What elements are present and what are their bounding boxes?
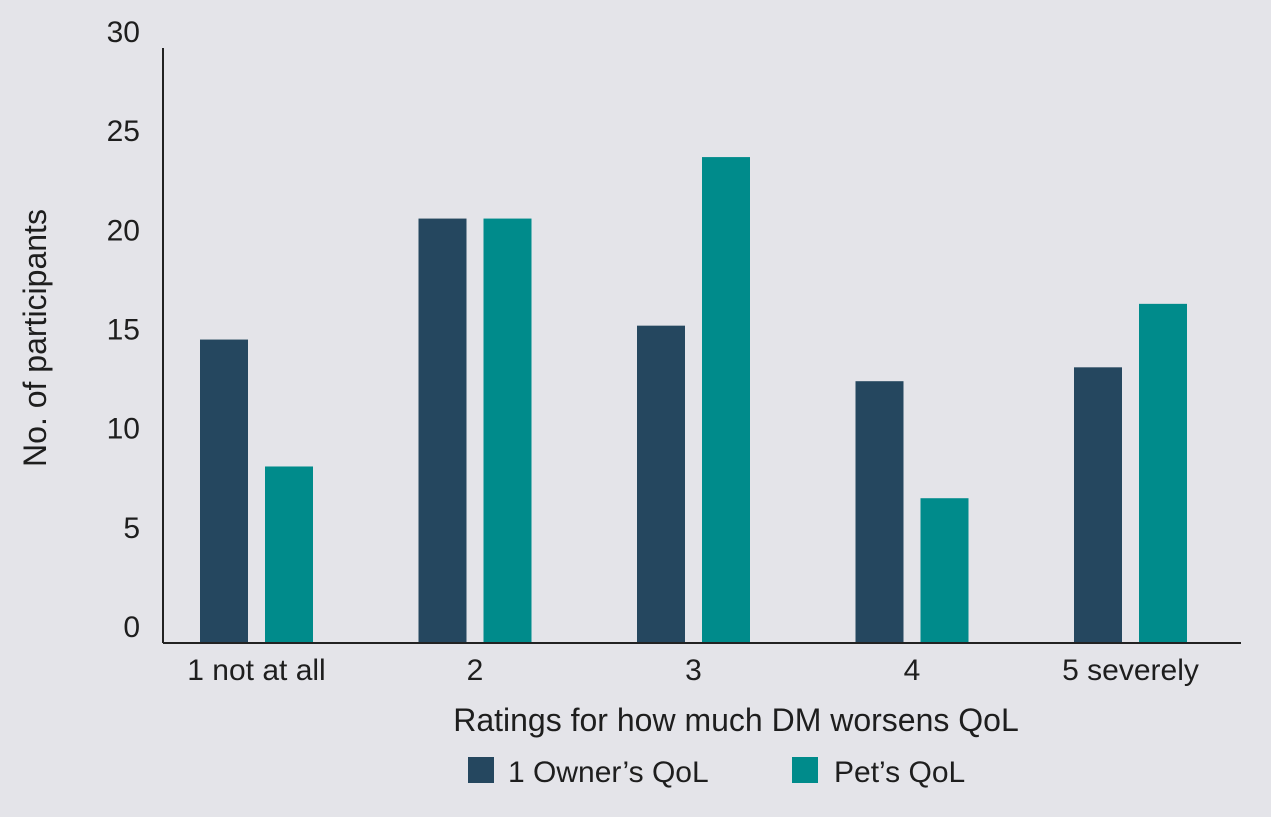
x-axis-title: Ratings for how much DM worsens QoL xyxy=(453,702,1019,738)
x-tick-label: 1 not at all xyxy=(187,654,325,687)
bar-pet-3 xyxy=(702,157,750,644)
legend-label-owner: 1 Owner’s QoL xyxy=(508,756,709,789)
x-tick-label: 5 severely xyxy=(1062,654,1199,687)
bar-pet-2 xyxy=(483,218,532,644)
bar-owner-5 xyxy=(1074,367,1122,643)
y-tick-label: 30 xyxy=(107,16,140,49)
bar-pet-1 xyxy=(265,466,313,643)
y-tick-label: 20 xyxy=(107,214,140,247)
legend-swatch-pet xyxy=(792,757,818,783)
legend-swatch-owner xyxy=(468,757,494,783)
y-tick-label: 5 xyxy=(123,512,140,545)
y-tick-label: 15 xyxy=(107,314,140,347)
bar-owner-3 xyxy=(637,325,685,643)
y-tick-label: 0 xyxy=(123,611,140,644)
bars-group xyxy=(200,157,1187,644)
x-tick-label: 4 xyxy=(904,654,921,687)
y-tick-labels: 0 5 10 15 20 25 30 xyxy=(107,16,140,644)
bar-pet-5 xyxy=(1139,303,1187,643)
y-tick-label: 10 xyxy=(107,413,140,446)
bar-owner-1 xyxy=(200,339,248,643)
x-tick-label: 3 xyxy=(685,654,702,687)
bar-owner-4 xyxy=(855,381,904,643)
bar-pet-4 xyxy=(920,498,969,643)
bar-owner-2 xyxy=(418,218,467,644)
x-tick-label: 2 xyxy=(467,654,484,687)
legend-label-pet: Pet’s QoL xyxy=(834,756,965,789)
legend: 1 Owner’s QoL Pet’s QoL xyxy=(468,756,965,789)
y-axis-title: No. of participants xyxy=(17,209,53,467)
x-tick-labels: 1 not at all 2 3 4 5 severely xyxy=(187,654,1199,687)
y-tick-label: 25 xyxy=(107,115,140,148)
